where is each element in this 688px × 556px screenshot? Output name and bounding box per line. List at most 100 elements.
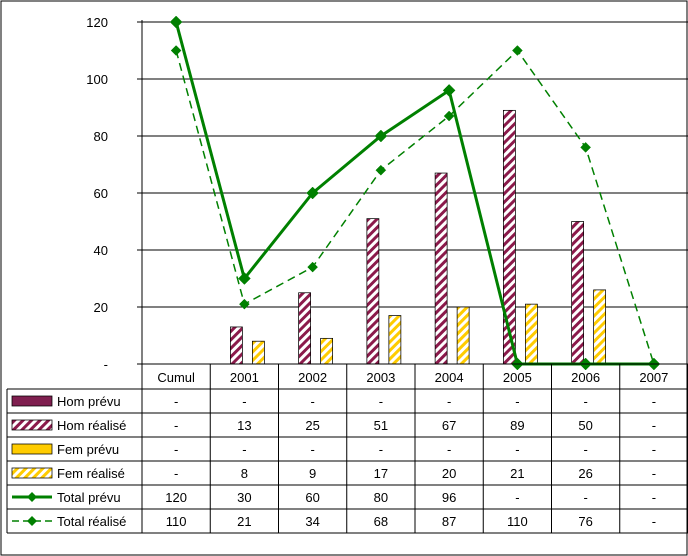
legend-key-marker bbox=[27, 492, 37, 502]
category-label: Cumul bbox=[157, 370, 195, 385]
table-cell: - bbox=[310, 394, 314, 409]
table-cell: 67 bbox=[442, 418, 456, 433]
category-label: 2001 bbox=[230, 370, 259, 385]
table-cell: 60 bbox=[305, 490, 319, 505]
axes bbox=[137, 20, 143, 365]
table-cell: - bbox=[515, 442, 519, 457]
bar bbox=[320, 337, 333, 365]
point-marker bbox=[374, 129, 388, 143]
table-cell: 21 bbox=[237, 514, 251, 529]
y-tick-label: 40 bbox=[94, 243, 108, 258]
bar bbox=[298, 292, 311, 365]
bar bbox=[388, 315, 402, 365]
table-cell: - bbox=[242, 442, 246, 457]
table-cell: - bbox=[174, 394, 178, 409]
category-label: 2004 bbox=[435, 370, 464, 385]
point-marker bbox=[512, 45, 523, 56]
table-cell: - bbox=[310, 442, 314, 457]
table-cell: - bbox=[379, 394, 383, 409]
point-marker bbox=[238, 272, 251, 285]
bar bbox=[434, 172, 448, 365]
y-tick-label: 80 bbox=[94, 129, 108, 144]
bar bbox=[230, 326, 243, 365]
point-marker bbox=[442, 84, 456, 97]
category-label: 2003 bbox=[366, 370, 395, 385]
table-cell: 21 bbox=[510, 466, 524, 481]
legend-label: Hom prévu bbox=[57, 394, 121, 409]
legend-key-marker bbox=[27, 516, 37, 526]
legend-label: Hom réalisé bbox=[57, 418, 126, 433]
bar bbox=[593, 289, 606, 365]
category-label: 2002 bbox=[298, 370, 327, 385]
table-cell: - bbox=[379, 442, 383, 457]
point-marker bbox=[306, 186, 319, 200]
table-cell: 110 bbox=[166, 514, 187, 529]
legend-key bbox=[11, 443, 53, 455]
table-cell: - bbox=[174, 442, 178, 457]
legend-label: Fem réalisé bbox=[57, 466, 125, 481]
point-marker bbox=[307, 261, 318, 273]
table-cell: 80 bbox=[374, 490, 388, 505]
table-cell: 51 bbox=[374, 418, 388, 433]
bar bbox=[456, 306, 470, 365]
table-cell: 34 bbox=[305, 514, 319, 529]
point-marker bbox=[239, 298, 250, 310]
y-axis-tick-labels: - 20 40 60 80 100 120 bbox=[86, 15, 108, 372]
point-marker bbox=[580, 142, 591, 153]
table-cell: 110 bbox=[507, 514, 528, 529]
table-cell: 30 bbox=[237, 490, 251, 505]
bar bbox=[571, 221, 584, 365]
table-cell: 120 bbox=[165, 490, 187, 505]
point-marker bbox=[170, 45, 182, 56]
data-table: Cumul 2001 2002 2003 2004 2005 2006 2007 Hom pré… bbox=[6, 363, 688, 534]
table-cell: 87 bbox=[442, 514, 456, 529]
category-label: 2005 bbox=[503, 370, 532, 385]
table-cell: - bbox=[583, 442, 587, 457]
table-cell: 9 bbox=[309, 466, 316, 481]
table-cell: - bbox=[174, 418, 178, 433]
category-label: 2007 bbox=[639, 370, 668, 385]
table-cell: 20 bbox=[442, 466, 456, 481]
legend-key bbox=[11, 467, 53, 479]
bars bbox=[230, 109, 606, 365]
y-tick-label: 100 bbox=[86, 72, 108, 87]
y-tick-label: - bbox=[104, 357, 108, 372]
table-cell: - bbox=[515, 394, 519, 409]
table-cell: 68 bbox=[374, 514, 388, 529]
legend-label: Total réalisé bbox=[57, 514, 126, 529]
table-cell: - bbox=[583, 490, 587, 505]
table-cell: 8 bbox=[241, 466, 248, 481]
table-cell: 13 bbox=[237, 418, 251, 433]
table-cell: - bbox=[652, 442, 656, 457]
series-line bbox=[175, 49, 655, 365]
table-cell: - bbox=[583, 394, 587, 409]
bar bbox=[252, 340, 265, 365]
table-cell: 25 bbox=[305, 418, 319, 433]
table-cell: - bbox=[447, 394, 451, 409]
table-cell: 89 bbox=[510, 418, 524, 433]
table-cell: 76 bbox=[578, 514, 592, 529]
y-tick-label: 60 bbox=[94, 186, 108, 201]
legend-key bbox=[11, 395, 53, 407]
table-cell: - bbox=[515, 490, 519, 505]
table-cell: 26 bbox=[578, 466, 592, 481]
table-cell: 50 bbox=[578, 418, 592, 433]
table-cell: - bbox=[174, 466, 178, 481]
bar bbox=[525, 303, 538, 365]
table-cell: 17 bbox=[374, 466, 388, 481]
table-cell: - bbox=[652, 466, 656, 481]
table-cell: 96 bbox=[442, 490, 456, 505]
table-cell: - bbox=[652, 514, 656, 529]
point-marker bbox=[375, 164, 387, 176]
legend-key bbox=[11, 419, 53, 431]
table-cell: - bbox=[652, 490, 656, 505]
table-cell: - bbox=[652, 418, 656, 433]
legend-label: Total prévu bbox=[57, 490, 121, 505]
point-marker bbox=[169, 15, 183, 29]
table-cell: - bbox=[242, 394, 246, 409]
table-cell: - bbox=[652, 394, 656, 409]
table-cell: - bbox=[447, 442, 451, 457]
category-label: 2006 bbox=[571, 370, 600, 385]
